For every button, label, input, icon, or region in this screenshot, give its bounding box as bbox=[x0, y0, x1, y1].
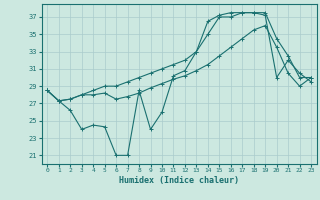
X-axis label: Humidex (Indice chaleur): Humidex (Indice chaleur) bbox=[119, 176, 239, 185]
